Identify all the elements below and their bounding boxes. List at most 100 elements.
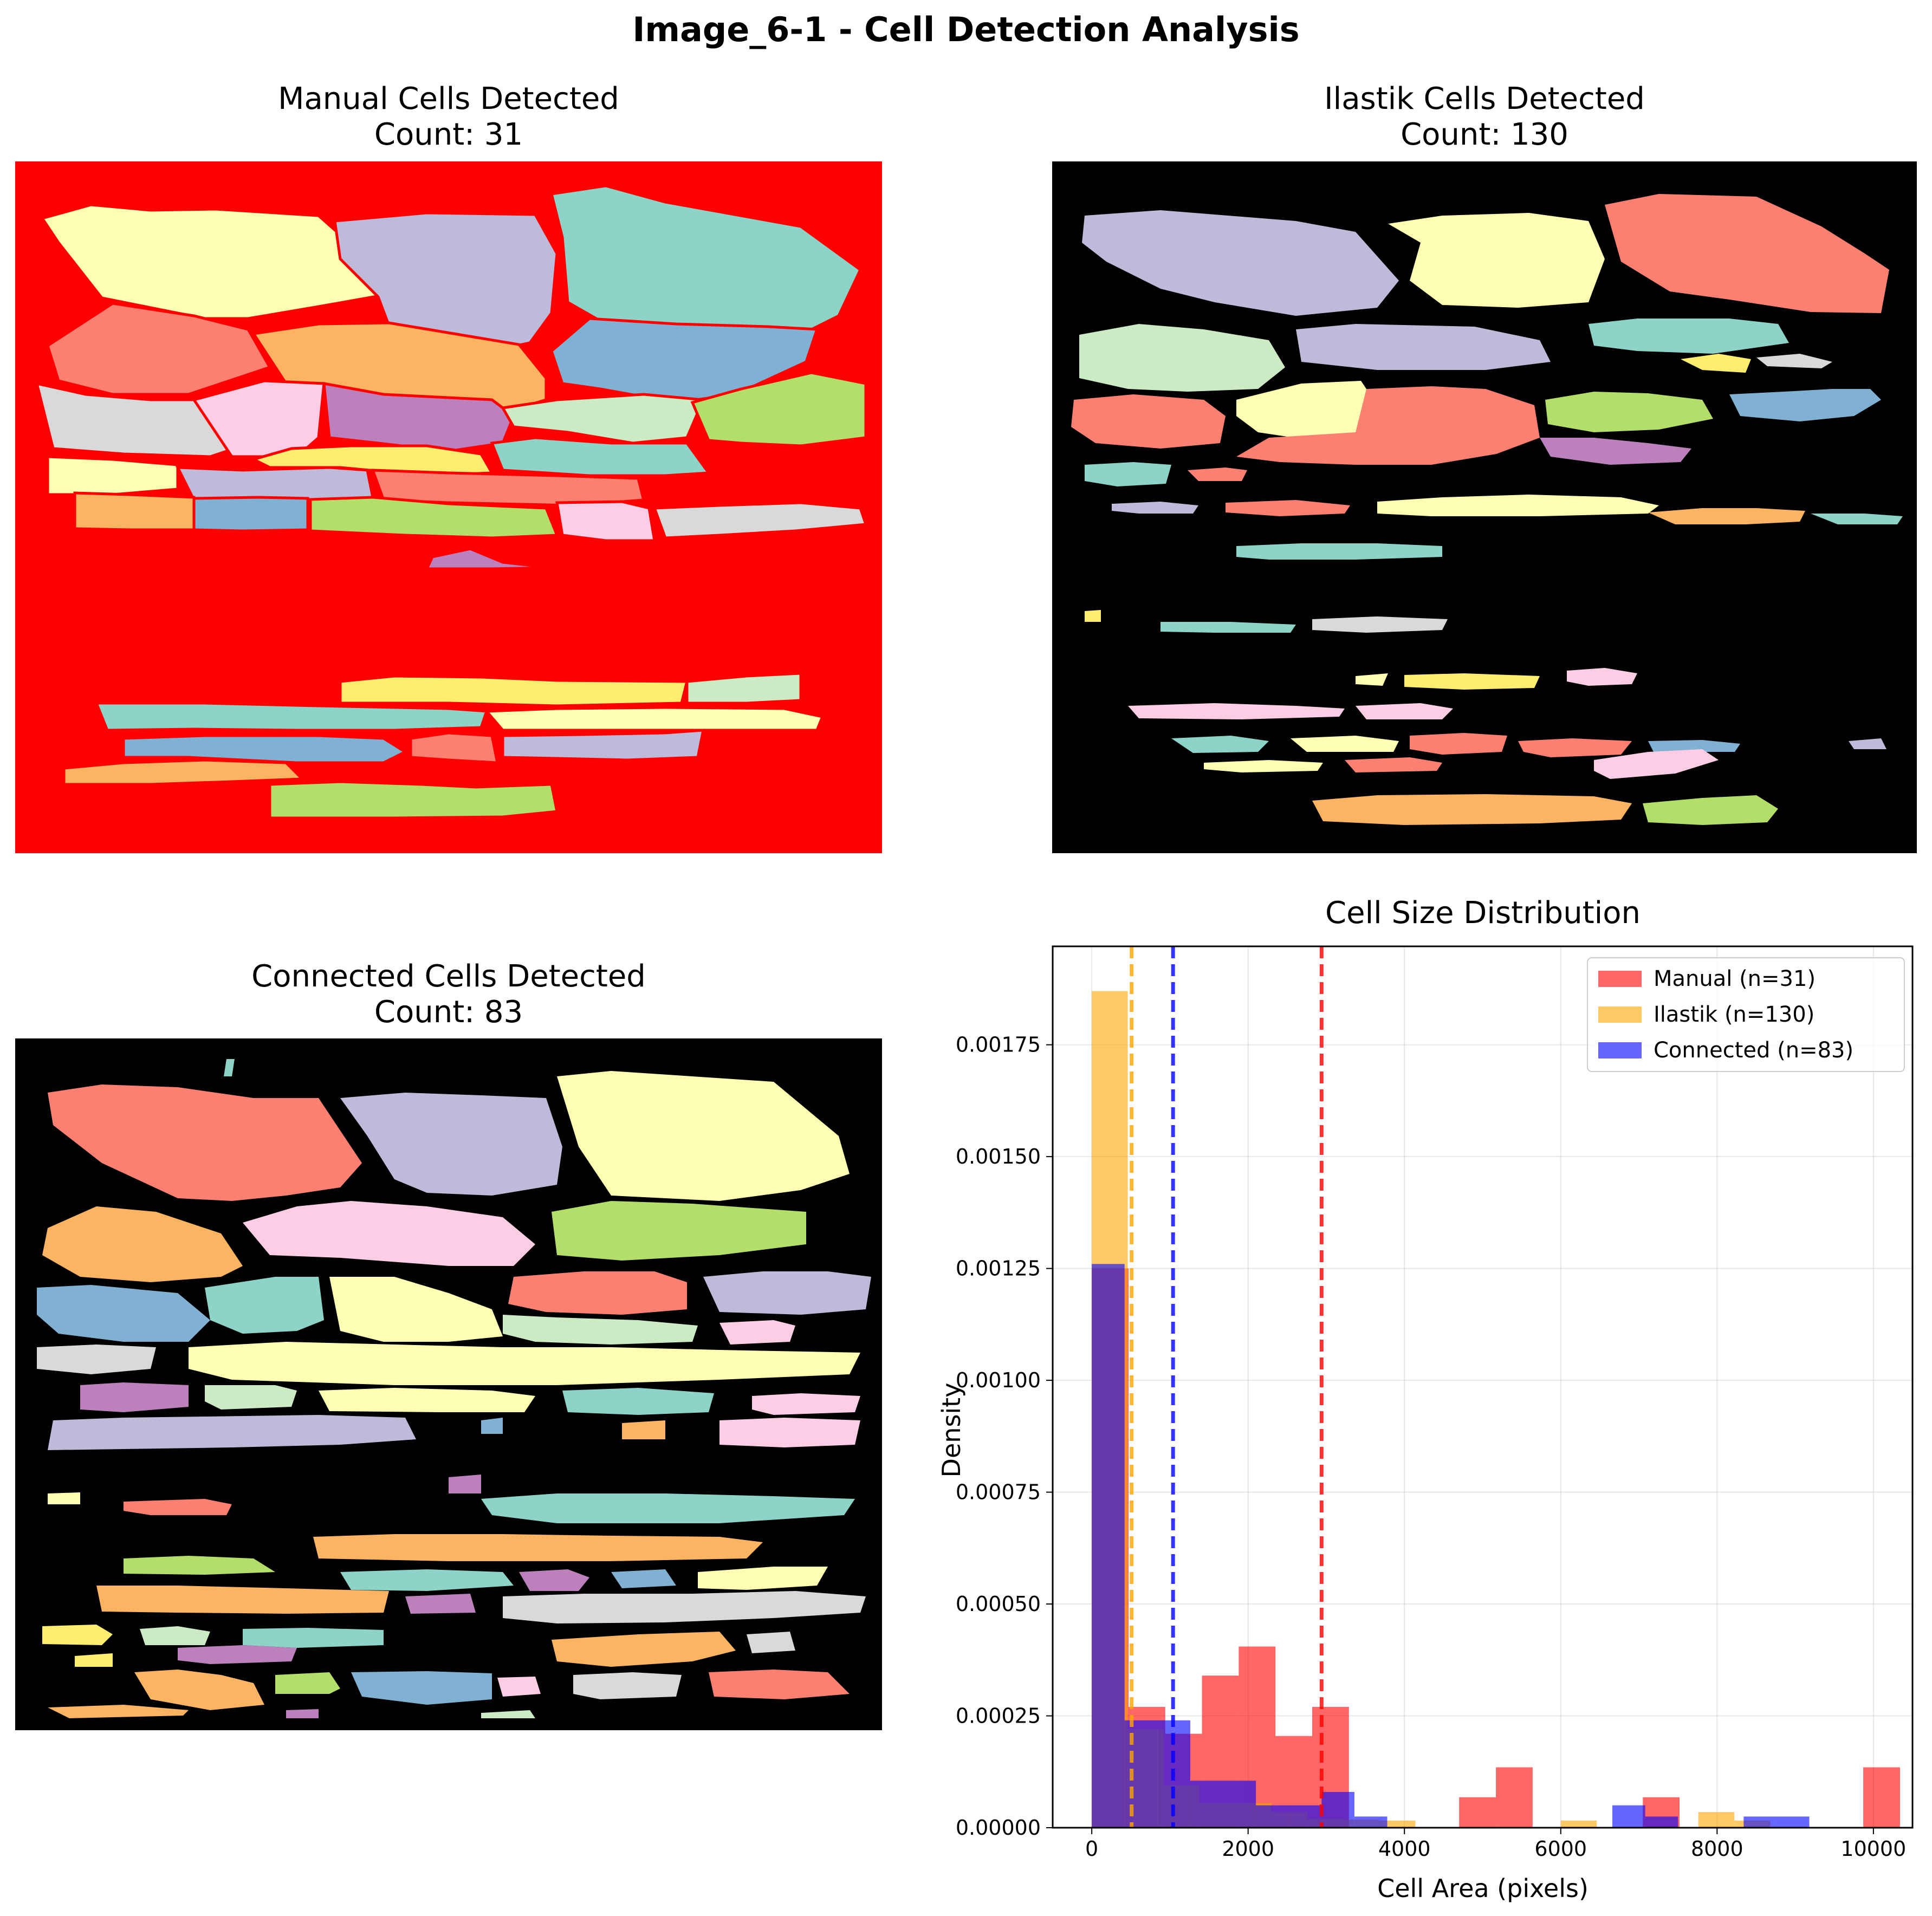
cell <box>747 1632 795 1653</box>
cell <box>340 1569 514 1591</box>
cell <box>94 702 489 732</box>
cell <box>503 1315 698 1345</box>
cell <box>1356 673 1388 686</box>
cell <box>1312 616 1448 633</box>
cell <box>698 1567 828 1590</box>
legend-label: Ilastik (n=130) <box>1654 1002 1814 1027</box>
histogram-bar <box>1092 1264 1125 1828</box>
cell <box>1589 319 1789 354</box>
histogram-bar <box>1256 1805 1289 1828</box>
cell <box>1811 514 1903 524</box>
histogram-bar <box>1496 1767 1533 1828</box>
cell <box>48 1415 416 1450</box>
cell <box>339 674 689 707</box>
cell <box>205 1385 297 1410</box>
y-axis-label: Density <box>937 1383 966 1478</box>
cell <box>122 734 409 764</box>
plot-frame <box>1052 945 1914 1829</box>
cell <box>1567 668 1637 686</box>
cell <box>1643 795 1778 825</box>
histogram-bar <box>1743 1816 1777 1828</box>
cell <box>42 1625 113 1645</box>
bar-layer <box>1092 991 1900 1828</box>
histogram-bar <box>1645 1816 1678 1828</box>
series-bars <box>1092 1268 1900 1828</box>
cell <box>690 371 867 447</box>
cell <box>140 1626 210 1645</box>
cell <box>189 1342 860 1385</box>
cell <box>224 1059 235 1076</box>
cell <box>611 1569 676 1588</box>
cell <box>46 455 179 496</box>
cell <box>124 1499 232 1515</box>
cell <box>46 302 272 396</box>
histogram-bar <box>1124 1720 1158 1828</box>
cell <box>124 1556 275 1575</box>
manual-title-text: Manual Cells Detected <box>278 81 619 116</box>
cell <box>719 1320 795 1345</box>
histogram-chart: Cell Size Distribution Cell Area (pixels… <box>937 895 1914 1903</box>
y-tick-label: 0.00000 <box>956 1816 1041 1840</box>
cell <box>243 1628 384 1648</box>
connected-count: Count: 83 <box>374 995 523 1030</box>
y-tick-label: 0.00175 <box>956 1033 1041 1057</box>
cell <box>1756 354 1832 368</box>
cell <box>652 501 868 540</box>
cell <box>275 1672 340 1694</box>
cell <box>73 491 196 531</box>
cell <box>1849 738 1886 749</box>
histogram-bar <box>1863 1767 1900 1828</box>
cell <box>1648 740 1740 752</box>
cell <box>409 731 500 764</box>
y-tick-label: 0.00125 <box>956 1257 1041 1281</box>
cell <box>555 500 656 542</box>
histogram-bar <box>1321 1791 1354 1828</box>
histogram-bar <box>1560 1820 1597 1828</box>
cell <box>243 1201 535 1266</box>
series-bars <box>1092 1264 1810 1828</box>
cell <box>1082 210 1399 316</box>
histogram-bar <box>1459 1797 1496 1828</box>
cell <box>1540 438 1691 465</box>
cell <box>1085 610 1101 622</box>
cell <box>1594 749 1719 779</box>
cell <box>96 1586 389 1614</box>
x-axis-label: Cell Area (pixels) <box>1377 1874 1589 1903</box>
legend-box <box>1587 957 1905 1072</box>
ilastik-title: Ilastik Cells Detected Count: 130 <box>1052 81 1917 153</box>
cell <box>1648 508 1805 524</box>
cell <box>481 1493 855 1523</box>
ilastik-count: Count: 130 <box>1401 117 1568 152</box>
cell <box>622 1420 665 1439</box>
cell <box>483 706 825 732</box>
cell <box>1345 757 1442 772</box>
series-bars <box>1092 991 1771 1828</box>
histogram-bar <box>1698 1812 1735 1828</box>
connected-title-text: Connected Cells Detected <box>251 959 646 994</box>
cell <box>1236 543 1442 560</box>
cell <box>1296 324 1551 370</box>
cell <box>562 1388 714 1415</box>
cell <box>1204 760 1323 772</box>
cell <box>709 1670 850 1699</box>
cell <box>1356 703 1453 719</box>
mean-layer <box>1130 946 1324 1828</box>
cell <box>37 1285 210 1342</box>
x-tick-label: 8000 <box>1691 1837 1743 1861</box>
y-tick-label: 0.00025 <box>956 1704 1041 1728</box>
cell <box>329 1277 503 1342</box>
cell <box>573 1672 682 1699</box>
cell <box>1377 495 1659 516</box>
cell <box>508 1271 687 1315</box>
histogram-bar <box>1379 1820 1416 1828</box>
cell <box>178 1645 297 1664</box>
cell <box>449 1475 481 1493</box>
y-tick-label: 0.00150 <box>956 1145 1041 1168</box>
cell <box>191 379 326 458</box>
connected-title: Connected Cells Detected Count: 83 <box>15 959 882 1030</box>
cell <box>48 1492 80 1504</box>
legend: Manual (n=31) Ilastik (n=130) Connected (n… <box>1587 957 1905 1072</box>
cell <box>80 1382 189 1412</box>
histogram-bar <box>1223 1781 1256 1828</box>
cell <box>351 1671 492 1705</box>
